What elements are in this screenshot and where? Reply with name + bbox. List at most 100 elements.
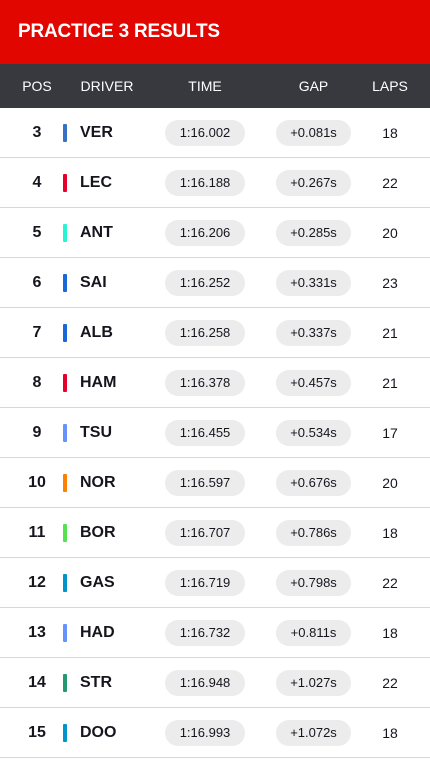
position: 15 bbox=[28, 724, 46, 741]
lap-count: 18 bbox=[382, 125, 398, 141]
position: 5 bbox=[32, 224, 42, 241]
lap-time: 1:16.732 bbox=[165, 620, 245, 646]
team-color-bar bbox=[63, 724, 67, 742]
table-row[interactable]: 7 ALB 1:16.258 +0.337s 21 bbox=[0, 308, 430, 358]
lap-time: 1:16.206 bbox=[165, 220, 245, 246]
team-color-bar bbox=[63, 674, 67, 692]
column-gap[interactable]: GAP bbox=[298, 78, 329, 94]
lap-time: 1:16.252 bbox=[165, 270, 245, 296]
team-color-bar bbox=[63, 574, 67, 592]
gap-time: +0.798s bbox=[276, 570, 351, 596]
team-color-bar bbox=[63, 124, 67, 142]
table-row[interactable]: 3 VER 1:16.002 +0.081s 18 bbox=[0, 108, 430, 158]
team-color-bar bbox=[63, 224, 67, 242]
lap-time: 1:16.597 bbox=[165, 470, 245, 496]
position: 9 bbox=[32, 424, 42, 441]
driver-code: NOR bbox=[80, 474, 116, 491]
table-row[interactable]: 8 HAM 1:16.378 +0.457s 21 bbox=[0, 358, 430, 408]
driver-code: HAM bbox=[80, 374, 117, 391]
column-time[interactable]: TIME bbox=[188, 78, 222, 94]
team-color-bar bbox=[63, 274, 67, 292]
lap-count: 22 bbox=[382, 175, 398, 191]
team-color-bar bbox=[63, 524, 67, 542]
column-driver[interactable]: DRIVER bbox=[80, 78, 134, 94]
driver-code: VER bbox=[80, 124, 113, 141]
gap-time: +0.811s bbox=[276, 620, 351, 646]
title-bar: PRACTICE 3 RESULTS bbox=[0, 0, 430, 64]
position: 13 bbox=[28, 624, 46, 641]
gap-time: +0.457s bbox=[276, 370, 351, 396]
lap-time: 1:16.948 bbox=[165, 670, 245, 696]
table-row[interactable]: 11 BOR 1:16.707 +0.786s 18 bbox=[0, 508, 430, 558]
lap-count: 18 bbox=[382, 625, 398, 641]
position: 6 bbox=[32, 274, 42, 291]
table-row[interactable]: 12 GAS 1:16.719 +0.798s 22 bbox=[0, 558, 430, 608]
lap-time: 1:16.378 bbox=[165, 370, 245, 396]
lap-count: 21 bbox=[382, 375, 398, 391]
table-row[interactable]: 14 STR 1:16.948 +1.027s 22 bbox=[0, 658, 430, 708]
lap-time: 1:16.455 bbox=[165, 420, 245, 446]
lap-time: 1:16.993 bbox=[165, 720, 245, 746]
driver-code: STR bbox=[80, 674, 112, 691]
lap-time: 1:16.188 bbox=[165, 170, 245, 196]
lap-count: 20 bbox=[382, 225, 398, 241]
lap-time: 1:16.719 bbox=[165, 570, 245, 596]
lap-time: 1:16.707 bbox=[165, 520, 245, 546]
gap-time: +1.027s bbox=[276, 670, 351, 696]
results-table: 3 VER 1:16.002 +0.081s 18 4 LEC 1:16.188 +0.267s… bbox=[0, 108, 430, 758]
team-color-bar bbox=[63, 474, 67, 492]
page-title: PRACTICE 3 RESULTS bbox=[18, 21, 220, 42]
lap-count: 17 bbox=[382, 425, 398, 441]
team-color-bar bbox=[63, 324, 67, 342]
team-color-bar bbox=[63, 624, 67, 642]
driver-code: DOO bbox=[80, 724, 117, 741]
driver-code: ANT bbox=[80, 224, 113, 241]
lap-count: 18 bbox=[382, 525, 398, 541]
driver-code: LEC bbox=[80, 174, 112, 191]
position: 14 bbox=[28, 674, 46, 691]
gap-time: +0.081s bbox=[276, 120, 351, 146]
gap-time: +0.285s bbox=[276, 220, 351, 246]
gap-time: +0.786s bbox=[276, 520, 351, 546]
gap-time: +0.331s bbox=[276, 270, 351, 296]
position: 7 bbox=[32, 324, 42, 341]
table-row[interactable]: 5 ANT 1:16.206 +0.285s 20 bbox=[0, 208, 430, 258]
lap-count: 23 bbox=[382, 275, 398, 291]
lap-time: 1:16.258 bbox=[165, 320, 245, 346]
driver-code: HAD bbox=[80, 624, 115, 641]
column-laps[interactable]: LAPS bbox=[372, 78, 408, 94]
lap-count: 22 bbox=[382, 675, 398, 691]
position: 8 bbox=[32, 374, 42, 391]
team-color-bar bbox=[63, 374, 67, 392]
lap-time: 1:16.002 bbox=[165, 120, 245, 146]
column-header: POS DRIVER TIME GAP LAPS bbox=[0, 64, 430, 108]
team-color-bar bbox=[63, 424, 67, 442]
gap-time: +0.676s bbox=[276, 470, 351, 496]
gap-time: +0.534s bbox=[276, 420, 351, 446]
lap-count: 21 bbox=[382, 325, 398, 341]
gap-time: +1.072s bbox=[276, 720, 351, 746]
position: 4 bbox=[32, 174, 42, 191]
table-row[interactable]: 15 DOO 1:16.993 +1.072s 18 bbox=[0, 708, 430, 758]
table-row[interactable]: 10 NOR 1:16.597 +0.676s 20 bbox=[0, 458, 430, 508]
team-color-bar bbox=[63, 174, 67, 192]
driver-code: BOR bbox=[80, 524, 116, 541]
gap-time: +0.337s bbox=[276, 320, 351, 346]
position: 10 bbox=[28, 474, 46, 491]
table-row[interactable]: 9 TSU 1:16.455 +0.534s 17 bbox=[0, 408, 430, 458]
driver-code: GAS bbox=[80, 574, 115, 591]
lap-count: 22 bbox=[382, 575, 398, 591]
gap-time: +0.267s bbox=[276, 170, 351, 196]
lap-count: 20 bbox=[382, 475, 398, 491]
table-row[interactable]: 6 SAI 1:16.252 +0.331s 23 bbox=[0, 258, 430, 308]
position: 3 bbox=[32, 124, 42, 141]
lap-count: 18 bbox=[382, 725, 398, 741]
column-pos[interactable]: POS bbox=[22, 78, 52, 94]
driver-code: ALB bbox=[80, 324, 113, 341]
driver-code: SAI bbox=[80, 274, 107, 291]
position: 11 bbox=[28, 524, 46, 541]
table-row[interactable]: 13 HAD 1:16.732 +0.811s 18 bbox=[0, 608, 430, 658]
position: 12 bbox=[28, 574, 46, 591]
table-row[interactable]: 4 LEC 1:16.188 +0.267s 22 bbox=[0, 158, 430, 208]
driver-code: TSU bbox=[80, 424, 112, 441]
